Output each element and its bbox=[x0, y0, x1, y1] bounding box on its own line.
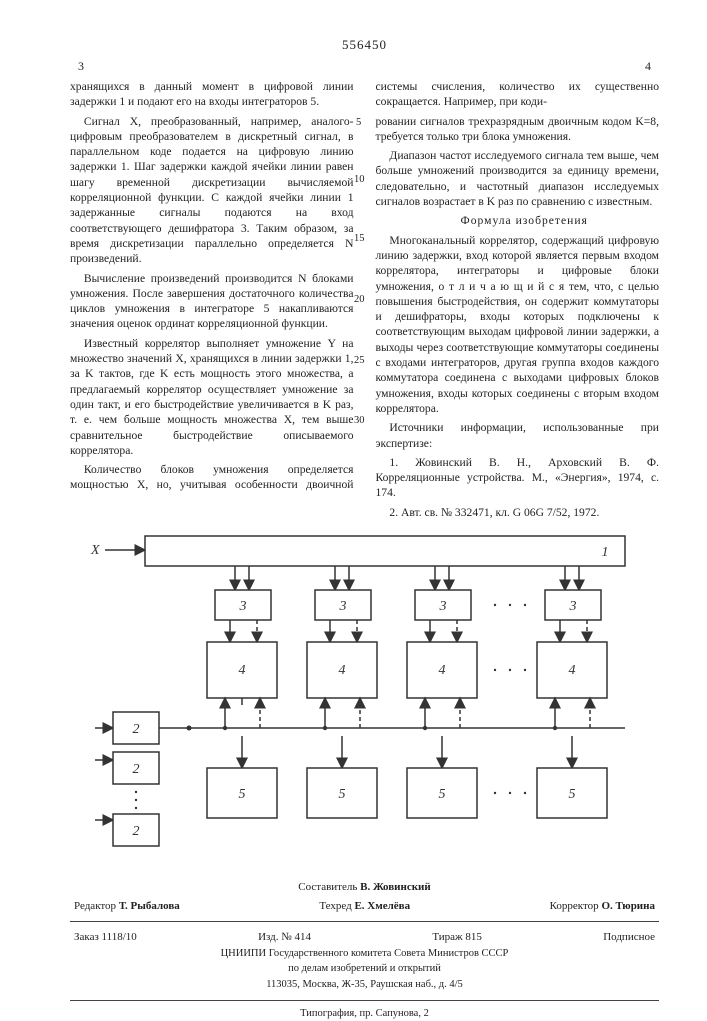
paragraph: Диапазон частот исследуемого сигнала тем… bbox=[376, 148, 660, 209]
editor-label: Редактор bbox=[74, 900, 116, 912]
publication-row: Заказ 1118/10 Изд. № 414 Тираж 815 Подпи… bbox=[70, 928, 659, 945]
column-numbers: 3 4 bbox=[70, 59, 659, 79]
line-num: 15 bbox=[354, 232, 365, 246]
svg-text:2: 2 bbox=[132, 722, 139, 737]
diagram-col-2: 2 2 2 bbox=[113, 712, 159, 846]
paragraph: Известный коррелятор выполняет умножение… bbox=[70, 336, 354, 458]
svg-text:4: 4 bbox=[238, 663, 245, 678]
svg-text:4: 4 bbox=[438, 663, 445, 678]
svg-text:3: 3 bbox=[438, 599, 446, 614]
divider bbox=[70, 1000, 659, 1001]
org-line-1: ЦНИИПИ Государственного комитета Совета … bbox=[70, 947, 659, 961]
paragraph: ровании сигналов трехразрядным двоичным … bbox=[376, 114, 660, 145]
compiler-name: В. Жовинский bbox=[360, 881, 431, 893]
corrector-name: О. Тюрина bbox=[601, 900, 655, 912]
line-num: 5 bbox=[356, 116, 361, 130]
izd-number: Изд. № 414 bbox=[258, 930, 311, 945]
diagram-x-label: X bbox=[90, 543, 100, 558]
svg-text:5: 5 bbox=[438, 787, 445, 802]
diagram-row-3: 3 3 3 3 bbox=[215, 590, 601, 620]
editor-name: Т. Рыбалова bbox=[119, 900, 180, 912]
editorial-row: Редактор Т. Рыбалова Техред Е. Хмелёва К… bbox=[70, 899, 659, 914]
diagram-arrows-3-4 bbox=[230, 620, 587, 642]
typography: Типография, пр. Сапунова, 2 bbox=[70, 1007, 659, 1021]
tech-label: Техред bbox=[319, 900, 351, 912]
diagram-block-1 bbox=[145, 536, 625, 566]
svg-text:3: 3 bbox=[568, 599, 576, 614]
svg-text:2: 2 bbox=[132, 762, 139, 777]
corrector-label: Корректор bbox=[550, 900, 599, 912]
address: 113035, Москва, Ж-35, Раушская наб., д. … bbox=[70, 978, 659, 992]
svg-text:5: 5 bbox=[338, 787, 345, 802]
tech-name: Е. Хмелёва bbox=[354, 900, 410, 912]
paragraph: Многоканальный коррелятор, содержащий ци… bbox=[376, 233, 660, 417]
line-num: 25 bbox=[354, 354, 365, 368]
paragraph: Сигнал X, преобразованный, например, ана… bbox=[70, 114, 354, 267]
compiler-label: Составитель bbox=[298, 881, 357, 893]
svg-text:5: 5 bbox=[238, 787, 245, 802]
paragraph: хранящихся в данный момент в цифровой ли… bbox=[70, 79, 354, 110]
diagram-bus bbox=[159, 698, 625, 731]
tirazh: Тираж 815 bbox=[432, 930, 482, 945]
paragraph: Вычисление произведений производится N б… bbox=[70, 271, 354, 332]
text-columns: хранящихся в данный момент в цифровой ли… bbox=[70, 79, 659, 520]
diagram-arrows-4-5 bbox=[242, 698, 572, 768]
corrector: Корректор О. Тюрина bbox=[550, 899, 655, 914]
page: 556450 3 4 5 10 15 20 25 30 хранящихся в… bbox=[0, 0, 707, 1000]
document-number: 556450 bbox=[70, 36, 659, 53]
source-1: 1. Жовинский В. Н., Арховский В. Ф. Корр… bbox=[376, 455, 660, 501]
col-num-left: 3 bbox=[78, 59, 84, 75]
svg-text:1: 1 bbox=[601, 545, 608, 560]
svg-text:5: 5 bbox=[568, 787, 575, 802]
block-diagram: X 1 3 bbox=[85, 530, 645, 870]
sources-title: Источники информации, использованные при… bbox=[376, 420, 660, 451]
line-num: 30 bbox=[354, 414, 365, 428]
diagram-svg: X 1 3 bbox=[85, 530, 645, 870]
svg-text:4: 4 bbox=[338, 663, 345, 678]
diagram-row-4: 4 4 4 4 bbox=[207, 642, 607, 698]
subscription: Подписное bbox=[603, 930, 655, 945]
org-line-2: по делам изобретений и открытий bbox=[70, 962, 659, 976]
compiler-line: Составитель В. Жовинский bbox=[70, 880, 659, 895]
source-2: 2. Авт. св. № 332471, кл. G 06G 7/52, 19… bbox=[376, 505, 660, 520]
line-num: 10 bbox=[354, 173, 365, 187]
editor: Редактор Т. Рыбалова bbox=[74, 899, 180, 914]
techred: Техред Е. Хмелёва bbox=[319, 899, 410, 914]
svg-text:3: 3 bbox=[238, 599, 246, 614]
diagram-row-5: 5 5 5 5 bbox=[207, 768, 607, 818]
diagram-taps bbox=[235, 566, 579, 590]
svg-text:4: 4 bbox=[568, 663, 575, 678]
svg-text:3: 3 bbox=[338, 599, 346, 614]
col-num-right: 4 bbox=[645, 59, 651, 75]
svg-text:2: 2 bbox=[132, 824, 139, 839]
line-num: 20 bbox=[354, 293, 365, 307]
formula-title: Формула изобретения bbox=[376, 213, 660, 228]
divider bbox=[70, 921, 659, 922]
order-number: Заказ 1118/10 bbox=[74, 930, 137, 945]
